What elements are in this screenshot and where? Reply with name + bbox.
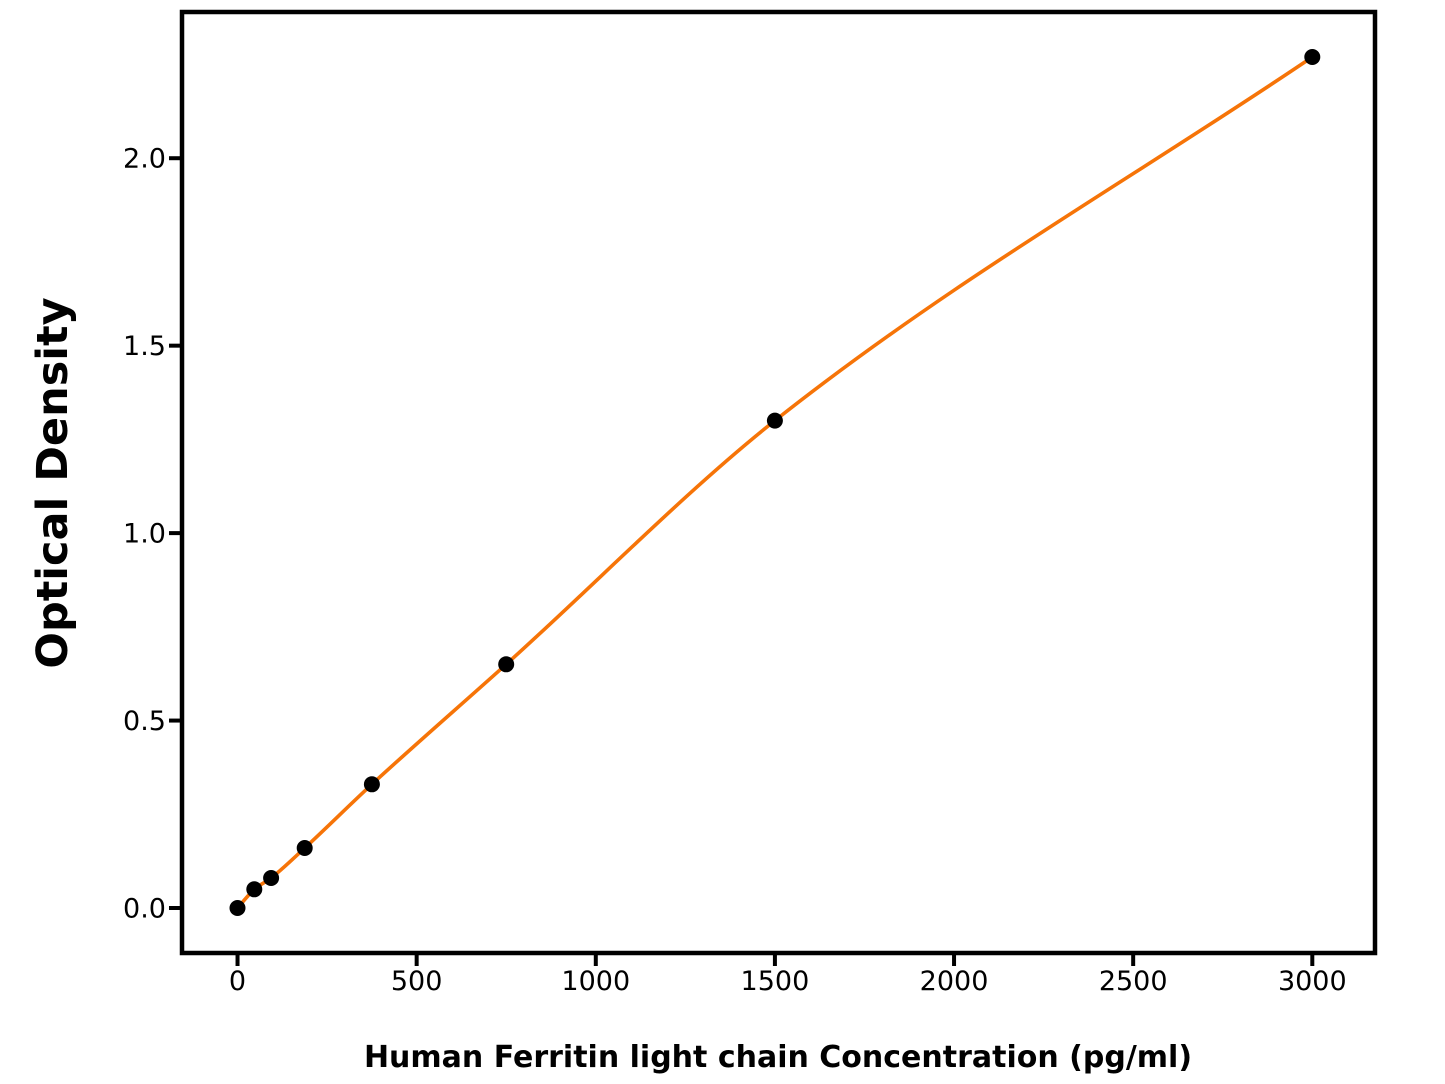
x-tick-label: 0 xyxy=(229,966,246,997)
x-axis-label: Human Ferritin light chain Concentration… xyxy=(364,1040,1192,1075)
y-tick-label: 0.5 xyxy=(123,706,166,737)
data-point xyxy=(766,412,783,429)
x-tick-label: 500 xyxy=(391,966,443,997)
y-tick-label: 1.0 xyxy=(123,519,166,550)
data-point xyxy=(1304,49,1321,65)
y-tick-label: 1.5 xyxy=(123,331,166,362)
x-tick-label: 2500 xyxy=(1099,966,1168,997)
data-point xyxy=(229,900,246,916)
data-point xyxy=(246,881,263,898)
data-point xyxy=(296,840,313,856)
x-tick-label: 3000 xyxy=(1278,966,1347,997)
y-tick-label: 0.0 xyxy=(123,894,166,925)
data-point xyxy=(363,776,380,793)
x-tick-label: 1000 xyxy=(561,966,630,997)
plot-frame xyxy=(179,9,1378,956)
data-point xyxy=(263,870,280,886)
y-axis-label: Optical Density xyxy=(28,297,78,668)
x-tick-label: 2000 xyxy=(920,966,989,997)
y-tick-label: 2.0 xyxy=(123,144,166,175)
data-point xyxy=(498,656,515,673)
fit-curve xyxy=(235,55,1315,910)
x-tick-label: 1500 xyxy=(741,966,810,997)
